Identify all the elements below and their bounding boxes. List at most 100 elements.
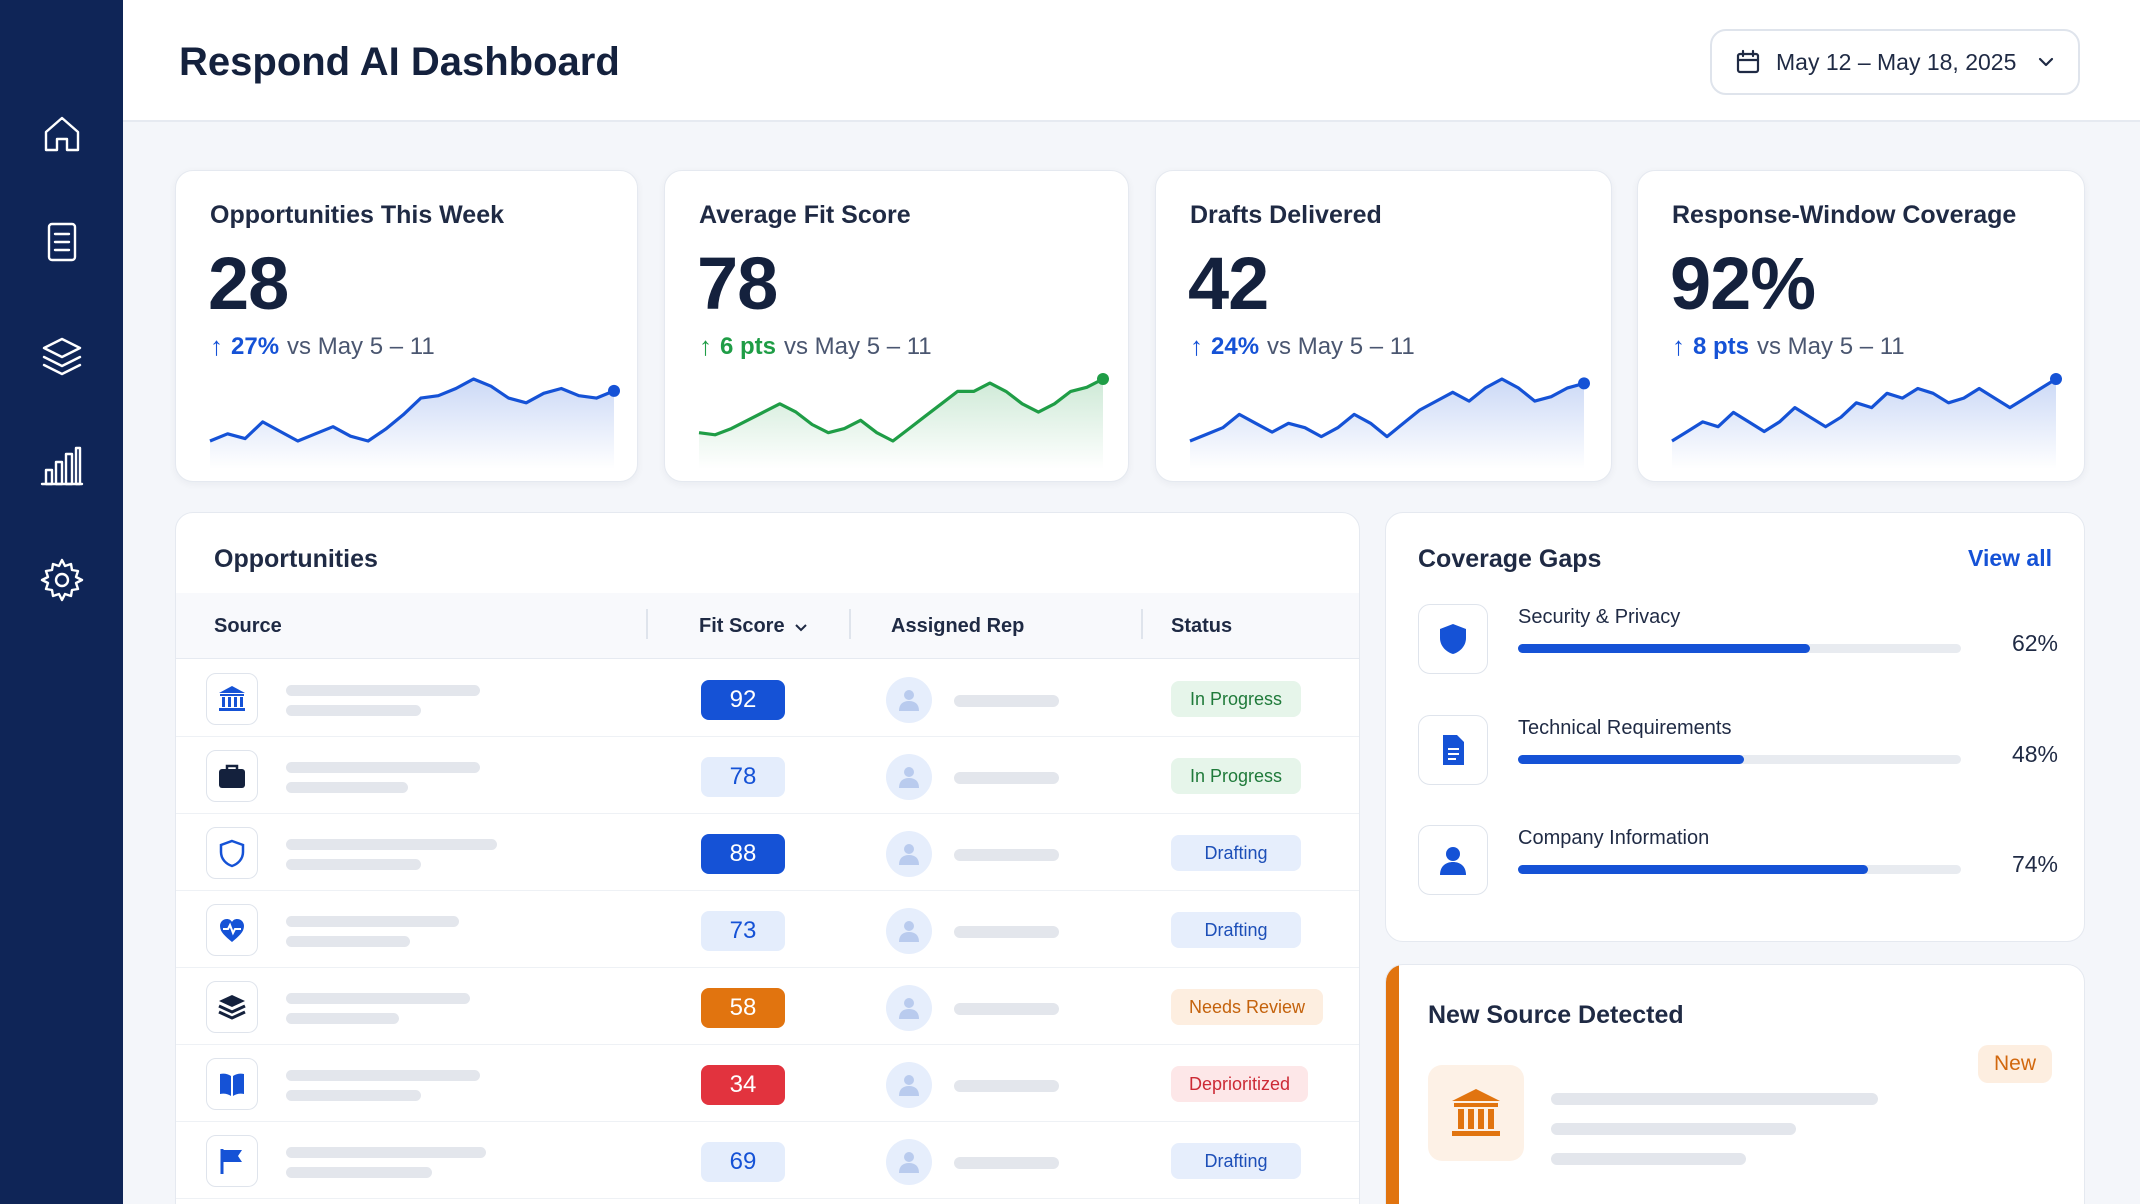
text-placeholder [286, 705, 421, 716]
person-icon [899, 1075, 919, 1096]
sparkline-end-point [2050, 373, 2062, 385]
table-row[interactable]: 69 Drafting [176, 1121, 1359, 1199]
avatar [886, 677, 932, 723]
text-placeholder [286, 685, 480, 696]
fit-score-badge: 34 [701, 1065, 785, 1105]
text-placeholder [286, 839, 497, 850]
person-icon [899, 1152, 919, 1173]
kpi-change: ↑ 8 pts vs May 5 – 11 [1672, 331, 1905, 362]
gap-progress-track [1518, 865, 1961, 874]
text-placeholder [286, 782, 408, 793]
gap-percent: 74% [2011, 851, 2058, 877]
home-icon [44, 116, 80, 152]
fit-score-badge: 88 [701, 834, 785, 874]
avatar [886, 985, 932, 1031]
kpi-value: 42 [1188, 242, 1269, 325]
sidebar [0, 0, 123, 1204]
column-source[interactable]: Source [214, 615, 282, 637]
arrow-up-icon: ↑ [699, 331, 712, 361]
source-icon-box [206, 1135, 258, 1187]
new-source-card[interactable]: New Source Detected New [1385, 964, 2085, 1204]
opportunities-title: Opportunities [214, 545, 378, 573]
kpi-card-drafts: Drafts Delivered 42 ↑ 24% vs May 5 – 11 [1155, 170, 1612, 482]
person-icon [1440, 847, 1466, 875]
kpi-change-amount: 8 pts [1693, 332, 1750, 360]
sparkline [209, 377, 620, 469]
gap-percent: 48% [2011, 741, 2058, 767]
source-icon-box [206, 673, 258, 725]
kpi-title: Average Fit Score [699, 201, 911, 229]
new-source-title: New Source Detected [1428, 1001, 1684, 1029]
sparkline [1671, 373, 2062, 469]
arrow-up-icon: ↑ [210, 331, 223, 361]
gap-item-security[interactable]: Security & Privacy 62% [1418, 604, 2058, 684]
rep-name-placeholder [954, 926, 1059, 938]
sparkline-area [210, 379, 614, 469]
sparkline-end-point [1097, 373, 1109, 385]
nav-layers[interactable] [30, 325, 94, 389]
bar-chart-icon [40, 446, 84, 486]
kpi-card-fit-score: Average Fit Score 78 ↑ 6 pts vs May 5 – … [664, 170, 1129, 482]
table-header: Source Fit Score Assigned Rep Status [176, 593, 1359, 659]
sparkline-area [1190, 379, 1584, 469]
nav-documents[interactable] [30, 210, 94, 274]
column-status[interactable]: Status [1171, 615, 1233, 637]
text-placeholder [286, 859, 421, 870]
kpi-compare: vs May 5 – 11 [784, 332, 932, 360]
gap-progress-fill [1518, 865, 1868, 874]
document-icon [47, 222, 77, 262]
table-row[interactable]: 73 Drafting [176, 890, 1359, 968]
date-range-picker[interactable]: May 12 – May 18, 2025 [1710, 29, 2080, 95]
status-badge: Drafting [1171, 835, 1301, 871]
text-placeholder [286, 993, 470, 1004]
gap-progress-fill [1518, 755, 1744, 764]
kpi-value: 92% [1670, 242, 1816, 325]
opportunities-panel: Opportunities Source Fit Score Assigned … [175, 512, 1360, 1204]
column-divider [1141, 609, 1143, 639]
table-row[interactable]: 88 Drafting [176, 813, 1359, 891]
status-badge: Needs Review [1171, 989, 1324, 1025]
chevron-down-icon [2038, 57, 2054, 67]
text-placeholder [286, 1167, 432, 1178]
table-row[interactable]: 34 Deprioritized [176, 1044, 1359, 1122]
text-placeholder [286, 1013, 399, 1024]
sparkline-line [1189, 377, 1585, 443]
view-all-link[interactable]: View all [1968, 545, 2052, 571]
shield-icon [219, 839, 245, 868]
table-row[interactable]: 92 In Progress [176, 659, 1359, 737]
nav-settings[interactable] [30, 548, 94, 612]
sparkline-area [1672, 379, 2056, 469]
status-badge: Drafting [1171, 1143, 1301, 1179]
gap-item-technical[interactable]: Technical Requirements 48% [1418, 715, 2058, 795]
gap-item-company[interactable]: Company Information 74% [1418, 825, 2058, 905]
sparkline-line [209, 377, 615, 443]
calendar-icon [1736, 49, 1760, 74]
fit-score-badge: 92 [701, 680, 785, 720]
text-placeholder [286, 916, 459, 927]
gap-icon-box [1418, 825, 1488, 895]
table-row[interactable]: 78 In Progress [176, 736, 1359, 814]
text-placeholder [286, 1147, 486, 1158]
new-badge: New [1977, 1045, 2052, 1083]
person-icon [899, 844, 919, 865]
source-icon-box [206, 1058, 258, 1110]
sparkline-end-point [1578, 377, 1590, 390]
gap-progress-fill [1518, 644, 1811, 653]
kpi-change-amount: 6 pts [720, 332, 777, 360]
nav-home[interactable] [30, 102, 94, 166]
gear-icon [40, 558, 84, 602]
nav-analytics[interactable] [30, 434, 94, 498]
kpi-change-amount: 24% [1211, 332, 1260, 360]
column-assigned-rep[interactable]: Assigned Rep [891, 615, 1025, 637]
column-divider [849, 609, 851, 639]
fit-score-badge: 58 [701, 988, 785, 1028]
column-fit-score[interactable]: Fit Score [699, 615, 809, 638]
coverage-gaps-title: Coverage Gaps [1418, 545, 1602, 573]
gap-icon-box [1418, 715, 1488, 785]
avatar [886, 1062, 932, 1108]
table-row[interactable]: 58 Needs Review [176, 967, 1359, 1045]
kpi-card-coverage: Response-Window Coverage 92% ↑ 8 pts vs … [1637, 170, 2085, 482]
sparkline-line [698, 377, 1104, 443]
rep-name-placeholder [954, 1157, 1059, 1169]
kpi-value: 28 [208, 242, 289, 325]
